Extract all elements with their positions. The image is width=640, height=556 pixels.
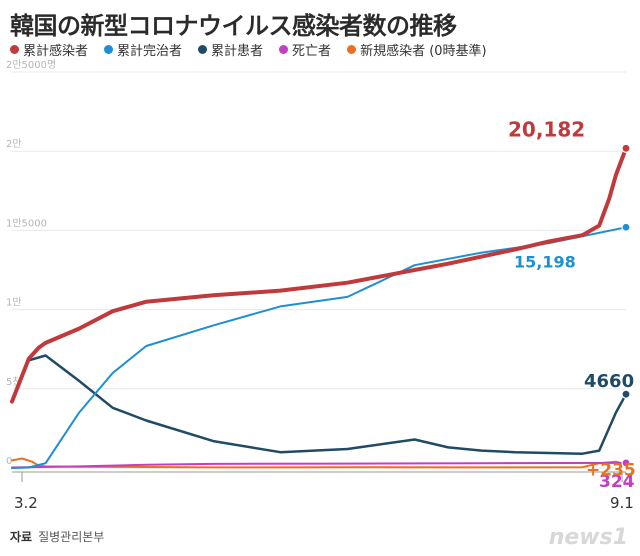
series-endpoint-deaths	[621, 458, 631, 468]
legend-item-new: 新規感染者 (0時基準)	[347, 40, 487, 59]
legend-item-recovered: 累計完治者	[104, 40, 182, 59]
legend-marker-total	[10, 45, 19, 54]
y-tick-label: 1만5000	[6, 217, 47, 229]
legend-label-recovered: 累計完治者	[117, 44, 183, 59]
legend-item-deaths: 死亡者	[279, 40, 331, 59]
series-endpoint-total	[621, 143, 631, 153]
chart-title: 韓国の新型コロナウイルス感染者数の推移	[10, 12, 457, 40]
series-line-total	[10, 146, 628, 404]
y-tick-label: 2만	[6, 138, 22, 150]
series-line-recovered	[11, 226, 627, 469]
legend-marker-recovered	[104, 45, 114, 54]
x-tick-label-start: 3.2	[14, 494, 38, 512]
source-label: 자료	[10, 530, 33, 544]
source-text: 질병관리본부	[38, 530, 105, 544]
news1-logo: news1	[548, 525, 628, 550]
series-endpoint-recovered	[621, 222, 631, 232]
end-value-label-recovered: 15,198	[514, 252, 576, 271]
legend-label-active: 累計患者	[211, 44, 264, 59]
x-tick-label-end: 9.1	[610, 494, 634, 512]
end-value-label-total: 20,182	[508, 117, 585, 141]
y-tick-label: 0	[6, 456, 12, 467]
source-note: 자료 질병관리본부	[10, 528, 104, 545]
legend-label-new: 新規感染者 (0時基準)	[360, 44, 487, 59]
legend-marker-deaths	[279, 45, 289, 54]
end-value-label-deaths: 324	[599, 472, 635, 492]
end-value-label-active: 4660	[584, 371, 634, 392]
legend: 累計感染者 累計完治者 累計患者 死亡者 新規感染者 (0時基準)	[10, 40, 487, 59]
series-line-active	[10, 354, 628, 455]
legend-item-total: 累計感染者	[10, 40, 88, 59]
legend-label-total: 累計感染者	[23, 44, 89, 59]
y-tick-label: 2만5000명	[6, 59, 56, 71]
legend-marker-active	[198, 45, 208, 54]
legend-label-deaths: 死亡者	[292, 44, 332, 59]
legend-marker-new	[347, 45, 357, 54]
end-value-label-new: +235	[586, 460, 636, 480]
legend-item-active: 累計患者	[198, 40, 263, 59]
series-line-deaths	[11, 461, 627, 469]
y-tick-label: 1만	[6, 297, 22, 309]
series-endpoint-active	[621, 389, 631, 399]
